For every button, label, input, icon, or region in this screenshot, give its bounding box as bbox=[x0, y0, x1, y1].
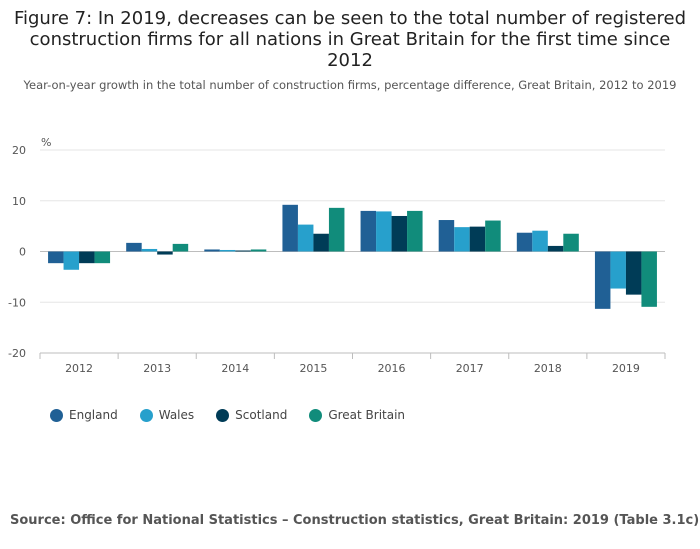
bar-scotland-2017[interactable] bbox=[469, 226, 486, 252]
legend-label: Scotland bbox=[235, 408, 288, 422]
x-tick-label: 2015 bbox=[299, 362, 327, 375]
legend-swatch-icon bbox=[309, 408, 323, 422]
bar-england-2016[interactable] bbox=[360, 210, 377, 252]
bar-wales-2018[interactable] bbox=[532, 230, 548, 252]
bar-wales-2014[interactable] bbox=[219, 249, 236, 252]
x-tick-label: 2012 bbox=[65, 362, 93, 375]
y-tick-label: -20 bbox=[8, 347, 26, 360]
legend-item-great-britain[interactable]: Great Britain bbox=[309, 408, 405, 422]
source-note: Source: Office for National Statistics –… bbox=[10, 513, 700, 528]
legend-swatch-icon bbox=[139, 408, 153, 422]
y-tick-label: 20 bbox=[12, 144, 26, 157]
legend-item-england[interactable]: England bbox=[50, 408, 118, 422]
legend-item-scotland[interactable]: Scotland bbox=[216, 408, 287, 422]
bar-great-britain-2016[interactable] bbox=[407, 210, 423, 252]
legend-label: Great Britain bbox=[328, 408, 406, 422]
bar-england-2017[interactable] bbox=[438, 220, 455, 252]
bar-england-2019[interactable] bbox=[594, 251, 611, 309]
bar-england-2015[interactable] bbox=[282, 204, 298, 252]
bar-scotland-2015[interactable] bbox=[313, 233, 329, 252]
x-tick-label: 2019 bbox=[612, 362, 640, 375]
x-tick-label: 2014 bbox=[221, 362, 249, 375]
x-tick-label: 2013 bbox=[143, 362, 171, 375]
bars bbox=[48, 204, 657, 309]
legend-swatch-icon bbox=[50, 408, 63, 422]
legend-label: Wales bbox=[158, 408, 195, 422]
bar-scotland-2018[interactable] bbox=[547, 245, 564, 252]
x-tick-label: 2017 bbox=[456, 362, 484, 375]
chart-subtitle: Year-on-year growth in the total number … bbox=[23, 78, 677, 92]
bar-england-2018[interactable] bbox=[516, 232, 533, 252]
legend: England Wales Scotland Great Britain bbox=[50, 408, 405, 422]
bar-england-2013[interactable] bbox=[126, 242, 142, 252]
x-tick-label: 2016 bbox=[378, 362, 406, 375]
bar-scotland-2019[interactable] bbox=[625, 251, 642, 295]
legend-swatch-icon bbox=[216, 408, 230, 422]
bar-wales-2017[interactable] bbox=[454, 227, 470, 252]
y-tick-label: 10 bbox=[12, 195, 26, 208]
y-axis-label: % bbox=[41, 136, 51, 149]
bar-england-2014[interactable] bbox=[204, 249, 220, 252]
bar-great-britain-2013[interactable] bbox=[172, 243, 189, 252]
bar-scotland-2012[interactable] bbox=[79, 251, 95, 264]
x-tick-label: 2018 bbox=[534, 362, 562, 375]
bar-great-britain-2014[interactable] bbox=[250, 249, 267, 252]
bar-england-2012[interactable] bbox=[48, 251, 64, 264]
bar-wales-2013[interactable] bbox=[141, 248, 158, 252]
bar-great-britain-2012[interactable] bbox=[94, 251, 111, 264]
y-axis-ticks: 20 10 0 -10 -20 bbox=[8, 144, 26, 360]
bar-great-britain-2018[interactable] bbox=[563, 233, 579, 252]
bar-great-britain-2019[interactable] bbox=[641, 251, 657, 307]
bar-chart: 20 10 0 -10 -20 2012 2013 2014 2015 2016 2017 2018… bbox=[8, 136, 666, 375]
bar-wales-2012[interactable] bbox=[63, 251, 80, 270]
x-axis: 2012 2013 2014 2015 2016 2017 2018 2019 bbox=[39, 352, 666, 375]
bar-wales-2015[interactable] bbox=[297, 224, 314, 252]
y-tick-label: 0 bbox=[19, 246, 26, 259]
legend-label: England bbox=[69, 408, 118, 422]
bar-scotland-2013[interactable] bbox=[157, 251, 173, 255]
bar-scotland-2016[interactable] bbox=[391, 215, 408, 252]
bar-wales-2019[interactable] bbox=[610, 251, 626, 289]
legend-item-wales[interactable]: Wales bbox=[139, 408, 195, 422]
y-tick-label: -10 bbox=[8, 296, 26, 309]
bar-wales-2016[interactable] bbox=[376, 211, 392, 252]
bar-scotland-2014[interactable] bbox=[235, 250, 251, 252]
bar-great-britain-2017[interactable] bbox=[485, 220, 501, 252]
chart-title: Figure 7: In 2019, decreases can be seen… bbox=[13, 8, 687, 71]
bar-great-britain-2015[interactable] bbox=[328, 207, 345, 252]
